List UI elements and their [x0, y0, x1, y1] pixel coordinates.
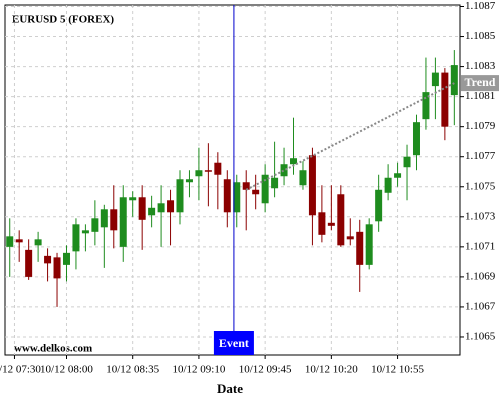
event-label: Event — [219, 336, 249, 350]
candle-body — [327, 222, 335, 226]
candle-body — [62, 252, 70, 265]
candle-body — [318, 212, 326, 235]
y-tick-label: 1.1077 — [465, 150, 496, 162]
candle-body — [403, 156, 411, 168]
y-tick-label: 1.1073 — [465, 210, 496, 222]
trend-line — [245, 82, 455, 191]
y-tick-label: 1.1085 — [465, 30, 496, 42]
y-tick-label: 1.1081 — [465, 90, 495, 102]
y-tick-label: 1.1087 — [465, 0, 496, 12]
y-tick-label: 1.1067 — [465, 300, 496, 312]
x-tick-label: 10/12 08:35 — [106, 364, 159, 376]
candle-body — [242, 182, 250, 190]
candle-body — [356, 231, 364, 265]
candle-body — [110, 209, 118, 231]
candle-body — [412, 122, 420, 156]
candle-body — [185, 179, 193, 183]
candle-body — [129, 197, 137, 201]
candle-body — [34, 239, 42, 246]
y-tick-label: 1.1071 — [465, 240, 495, 252]
candle-body — [167, 200, 175, 213]
candle-body — [223, 179, 231, 213]
candle-body — [53, 257, 61, 279]
candle-body — [299, 170, 307, 186]
candle-body — [337, 194, 345, 246]
candle-body — [100, 209, 108, 228]
candle-body — [195, 170, 203, 177]
y-tick-label: 1.1075 — [465, 180, 496, 192]
y-tick-label: 1.1079 — [465, 120, 496, 132]
candle-body — [91, 218, 99, 232]
x-tick-label: 10/12 07:30 — [0, 364, 41, 376]
candle-body — [119, 197, 127, 247]
plot-frame — [4, 4, 461, 356]
candle-body — [204, 170, 212, 172]
watermark: www.delkos.com — [14, 343, 92, 355]
candle-body — [422, 92, 430, 120]
trend-label-box — [461, 75, 499, 92]
candle-body — [346, 236, 354, 240]
candle-body — [431, 72, 439, 87]
x-tick-label: 10/12 10:55 — [371, 364, 424, 376]
candle-body — [157, 203, 165, 213]
y-tick-label: 1.1083 — [465, 60, 496, 72]
trend-label: Trend — [465, 75, 496, 89]
candle-body — [25, 249, 33, 277]
candle-body — [441, 72, 449, 127]
candle-body — [233, 182, 241, 213]
x-tick-label: 10/12 09:45 — [239, 364, 292, 376]
candle-body — [394, 173, 402, 178]
candle-body — [138, 197, 146, 220]
candle-body — [308, 155, 316, 216]
candle-body — [384, 177, 392, 193]
y-tick-label: 1.1069 — [465, 270, 496, 282]
candle-body — [280, 164, 288, 177]
candle-body — [261, 174, 269, 204]
x-axis-label: Date — [217, 381, 243, 396]
candle-body — [252, 189, 260, 195]
candle-body — [290, 158, 298, 165]
candle-body — [375, 189, 383, 222]
x-tick-label: 10/12 10:20 — [305, 364, 358, 376]
y-tick-label: 1.1065 — [465, 331, 496, 343]
candle-body — [450, 65, 458, 96]
candle-body — [271, 177, 279, 189]
candle-body — [214, 162, 222, 175]
candle-body — [365, 224, 373, 265]
candle-body — [81, 230, 89, 234]
x-tick-label: 10/12 09:10 — [172, 364, 225, 376]
candle-body — [6, 236, 14, 247]
candle-body — [15, 239, 23, 243]
candle-body — [72, 224, 80, 252]
candle-body — [148, 207, 156, 216]
x-tick-label: 10/12 08:00 — [40, 364, 93, 376]
event-label-box — [213, 331, 254, 355]
candle-body — [44, 255, 52, 264]
chart-title: EURUSD 5 (FOREX) — [12, 14, 114, 26]
candle-body — [176, 179, 184, 213]
